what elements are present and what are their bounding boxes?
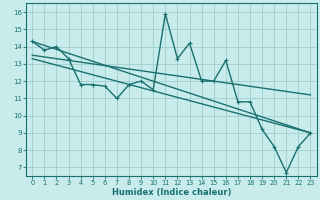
- X-axis label: Humidex (Indice chaleur): Humidex (Indice chaleur): [112, 188, 231, 197]
